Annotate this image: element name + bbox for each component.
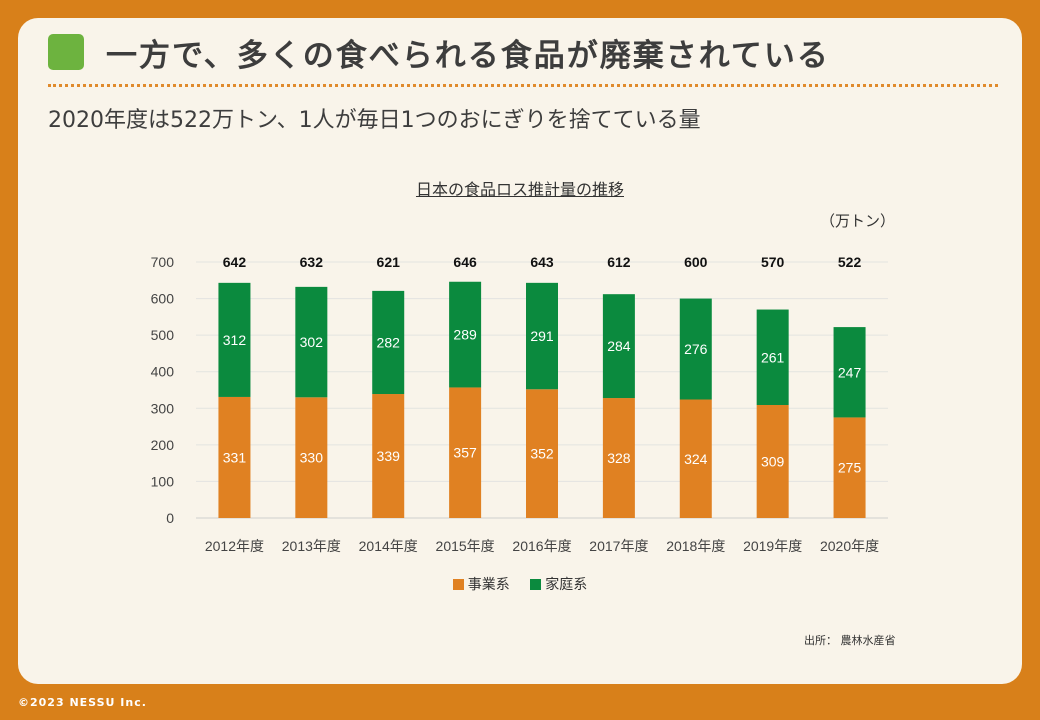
bar-household <box>679 298 712 400</box>
bar-business <box>372 394 405 518</box>
bar-business <box>295 397 328 518</box>
data-label-business: 330 <box>300 450 324 466</box>
page-subtitle: 2020年度は522万トン、1人が毎日1つのおにぎりを捨てている量 <box>48 108 701 133</box>
x-tick-label: 2012年度 <box>205 538 264 554</box>
data-label-household: 261 <box>761 349 785 365</box>
total-label: 612 <box>607 254 631 270</box>
bar-household <box>295 286 328 398</box>
copyright: ©2023 NESSU Inc. <box>18 696 147 709</box>
data-label-household: 312 <box>223 332 247 348</box>
legend: 事業系 家庭系 <box>18 574 1022 594</box>
legend-item-household: 家庭系 <box>530 574 587 594</box>
bar-business <box>449 387 482 518</box>
legend-label-business: 事業系 <box>467 577 510 593</box>
x-tick-label: 2016年度 <box>512 538 571 554</box>
bar-household <box>833 327 866 418</box>
data-label-household: 284 <box>607 338 631 354</box>
data-label-business: 328 <box>607 450 631 466</box>
total-label: 522 <box>838 254 862 270</box>
dotted-divider <box>48 84 998 87</box>
x-tick-label: 2013年度 <box>282 538 341 554</box>
bar-household <box>449 281 482 388</box>
total-label: 600 <box>684 254 708 270</box>
content-card: 一方で、多くの食べられる食品が廃棄されている 2020年度は522万トン、1人が… <box>18 18 1022 684</box>
data-label-household: 247 <box>838 364 862 380</box>
bar-business <box>756 404 789 518</box>
bar-business <box>218 396 251 518</box>
bar-business <box>679 399 712 518</box>
data-label-business: 352 <box>530 446 554 462</box>
data-label-business: 309 <box>761 453 785 469</box>
y-tick-label: 500 <box>151 327 175 343</box>
data-label-household: 282 <box>377 334 401 350</box>
bar-business <box>526 389 558 518</box>
bar-household <box>602 294 635 399</box>
legend-swatch-household <box>530 579 542 590</box>
page-title: 一方で、多くの食べられる食品が廃棄されている <box>106 38 830 74</box>
y-tick-label: 600 <box>151 291 175 307</box>
source-note: 出所： 農林水産省 <box>804 634 896 647</box>
bar-household <box>756 309 789 405</box>
chart-title: 日本の食品ロス推計量の推移 <box>415 180 624 199</box>
bar-business <box>602 398 635 518</box>
data-label-business: 324 <box>684 451 708 467</box>
y-tick-label: 700 <box>151 254 175 270</box>
y-tick-label: 400 <box>151 364 175 380</box>
x-tick-label: 2015年度 <box>436 538 495 554</box>
y-tick-label: 0 <box>166 510 174 526</box>
chart-title-wrap: 日本の食品ロス推計量の推移 <box>18 176 1022 200</box>
total-label: 570 <box>761 254 785 270</box>
total-label: 643 <box>530 254 554 270</box>
data-label-household: 291 <box>530 328 554 344</box>
x-tick-label: 2018年度 <box>666 538 725 554</box>
legend-item-business: 事業系 <box>452 574 510 594</box>
total-label: 646 <box>453 254 477 270</box>
total-label: 642 <box>223 254 247 270</box>
y-tick-label: 100 <box>151 473 175 489</box>
data-label-business: 357 <box>453 445 477 461</box>
y-tick-label: 200 <box>151 437 175 453</box>
legend-label-household: 家庭系 <box>545 577 588 593</box>
bar-chart: 0 100 200 300 400 500 600 700 331 312 642 2012年度 330… <box>151 254 888 554</box>
title-square-icon <box>48 34 84 70</box>
data-label-business: 275 <box>838 460 862 476</box>
total-label: 632 <box>300 254 324 270</box>
data-label-business: 339 <box>377 448 401 464</box>
x-tick-label: 2014年度 <box>359 538 418 554</box>
bar-household <box>526 282 558 390</box>
x-tick-label: 2017年度 <box>589 538 648 554</box>
data-label-business: 331 <box>223 449 247 465</box>
bar-household <box>372 290 405 395</box>
total-label: 621 <box>377 254 401 270</box>
y-tick-label: 300 <box>151 400 175 416</box>
legend-swatch-business <box>452 579 464 590</box>
bar-business <box>833 417 866 518</box>
x-tick-label: 2019年度 <box>743 538 802 554</box>
bar-household <box>218 282 251 397</box>
x-tick-label: 2020年度 <box>820 538 879 554</box>
data-label-household: 302 <box>300 334 324 350</box>
data-label-household: 289 <box>453 327 477 343</box>
data-label-household: 276 <box>684 341 708 357</box>
unit-label: （万トン） <box>820 212 896 230</box>
